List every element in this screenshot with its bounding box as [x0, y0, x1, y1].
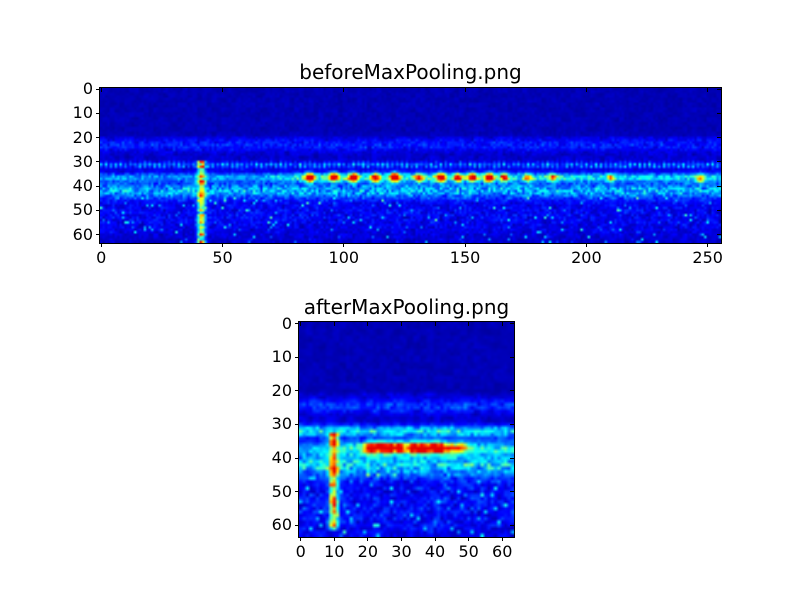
- x-axis-tick: [333, 537, 335, 541]
- x-axis-tick-top: [367, 322, 369, 326]
- y-tick-label: 50: [271, 481, 292, 501]
- x-axis-tick-top: [343, 88, 345, 92]
- x-axis-tick: [501, 537, 503, 541]
- x-tick-label: 30: [391, 542, 412, 561]
- y-tick-label: 30: [271, 414, 292, 434]
- y-axis-tick-right: [510, 457, 514, 459]
- x-axis-tick: [222, 243, 223, 247]
- heatmap-plot-area-before: [99, 87, 722, 244]
- y-tick-label: 10: [271, 347, 292, 367]
- y-tick-label: 60: [271, 515, 292, 535]
- x-tick-label: 0: [96, 248, 107, 267]
- x-tick-label: 10: [324, 542, 345, 561]
- x-axis-tick-top: [707, 88, 709, 92]
- x-tick-label: 20: [357, 542, 379, 561]
- y-axis-tick: [295, 390, 299, 392]
- y-axis-tick-right: [510, 356, 514, 358]
- x-axis-tick-top: [434, 322, 436, 326]
- x-tick-label: 0: [295, 542, 306, 561]
- y-axis-tick: [295, 356, 299, 358]
- y-axis-tick: [96, 88, 100, 90]
- x-axis-tick-top: [501, 322, 503, 326]
- y-axis-tick: [295, 423, 299, 425]
- x-axis-tick-top: [400, 322, 402, 326]
- x-tick-label: 60: [492, 542, 513, 561]
- x-axis-tick-top: [585, 88, 587, 92]
- y-tick-label: 10: [72, 103, 93, 123]
- y-axis-tick-right: [717, 137, 721, 139]
- x-tick-label: 50: [212, 248, 233, 267]
- y-tick-label: 40: [72, 176, 93, 196]
- x-tick-label: 250: [692, 248, 723, 267]
- y-axis-tick: [96, 137, 100, 139]
- y-axis-tick: [96, 209, 100, 211]
- heatmap-canvas-after: [299, 322, 514, 537]
- y-tick-label: 60: [72, 224, 93, 244]
- x-tick-label: 40: [424, 542, 446, 561]
- plot-title-after: afterMaxPooling.png: [303, 295, 510, 319]
- x-axis-tick-top: [222, 88, 223, 92]
- y-axis-tick-right: [510, 323, 514, 325]
- y-tick-label: 0: [281, 313, 292, 333]
- y-axis-tick-right: [717, 185, 721, 187]
- y-axis-tick-right: [717, 234, 721, 236]
- x-tick-label: 200: [571, 248, 602, 267]
- heatmap-canvas-before: [100, 88, 721, 243]
- y-tick-label: 30: [72, 151, 93, 171]
- x-tick-label: 50: [458, 542, 479, 561]
- y-axis-tick-right: [717, 88, 721, 90]
- x-axis-tick: [343, 243, 345, 247]
- x-axis-tick: [707, 243, 709, 247]
- y-tick-label: 0: [82, 79, 93, 99]
- x-axis-tick: [400, 537, 402, 541]
- y-axis-tick-right: [717, 209, 721, 211]
- x-axis-tick-top: [464, 88, 466, 92]
- heatmap-plot-area-after: [298, 321, 515, 538]
- y-axis-tick: [295, 457, 299, 459]
- x-axis-tick: [100, 243, 102, 247]
- x-axis-tick: [464, 243, 466, 247]
- x-axis-tick-top: [468, 322, 470, 326]
- y-axis-tick-right: [717, 112, 721, 114]
- x-axis-tick-top: [333, 322, 335, 326]
- y-axis-tick-right: [510, 524, 514, 526]
- y-axis-tick-right: [717, 161, 721, 163]
- plot-title-before: beforeMaxPooling.png: [299, 60, 522, 84]
- x-axis-tick: [585, 243, 587, 247]
- y-axis-tick-right: [510, 423, 514, 425]
- y-tick-label: 40: [271, 448, 292, 468]
- y-axis-tick: [96, 185, 100, 187]
- y-axis-tick: [295, 323, 299, 325]
- y-tick-label: 20: [271, 380, 292, 400]
- y-axis-tick-right: [510, 491, 514, 493]
- x-axis-tick: [367, 537, 369, 541]
- y-axis-tick: [295, 524, 299, 526]
- y-tick-label: 20: [72, 127, 93, 147]
- x-axis-tick-top: [100, 88, 102, 92]
- x-axis-tick: [300, 537, 302, 541]
- y-axis-tick-right: [510, 390, 514, 392]
- x-axis-tick-top: [300, 322, 302, 326]
- y-axis-tick: [96, 112, 100, 114]
- x-axis-tick: [468, 537, 470, 541]
- y-axis-tick: [295, 491, 299, 493]
- x-tick-label: 150: [449, 248, 481, 267]
- x-axis-tick: [434, 537, 436, 541]
- x-tick-label: 100: [328, 248, 360, 267]
- y-tick-label: 50: [72, 200, 93, 220]
- y-axis-tick: [96, 161, 100, 163]
- y-axis-tick: [96, 234, 100, 236]
